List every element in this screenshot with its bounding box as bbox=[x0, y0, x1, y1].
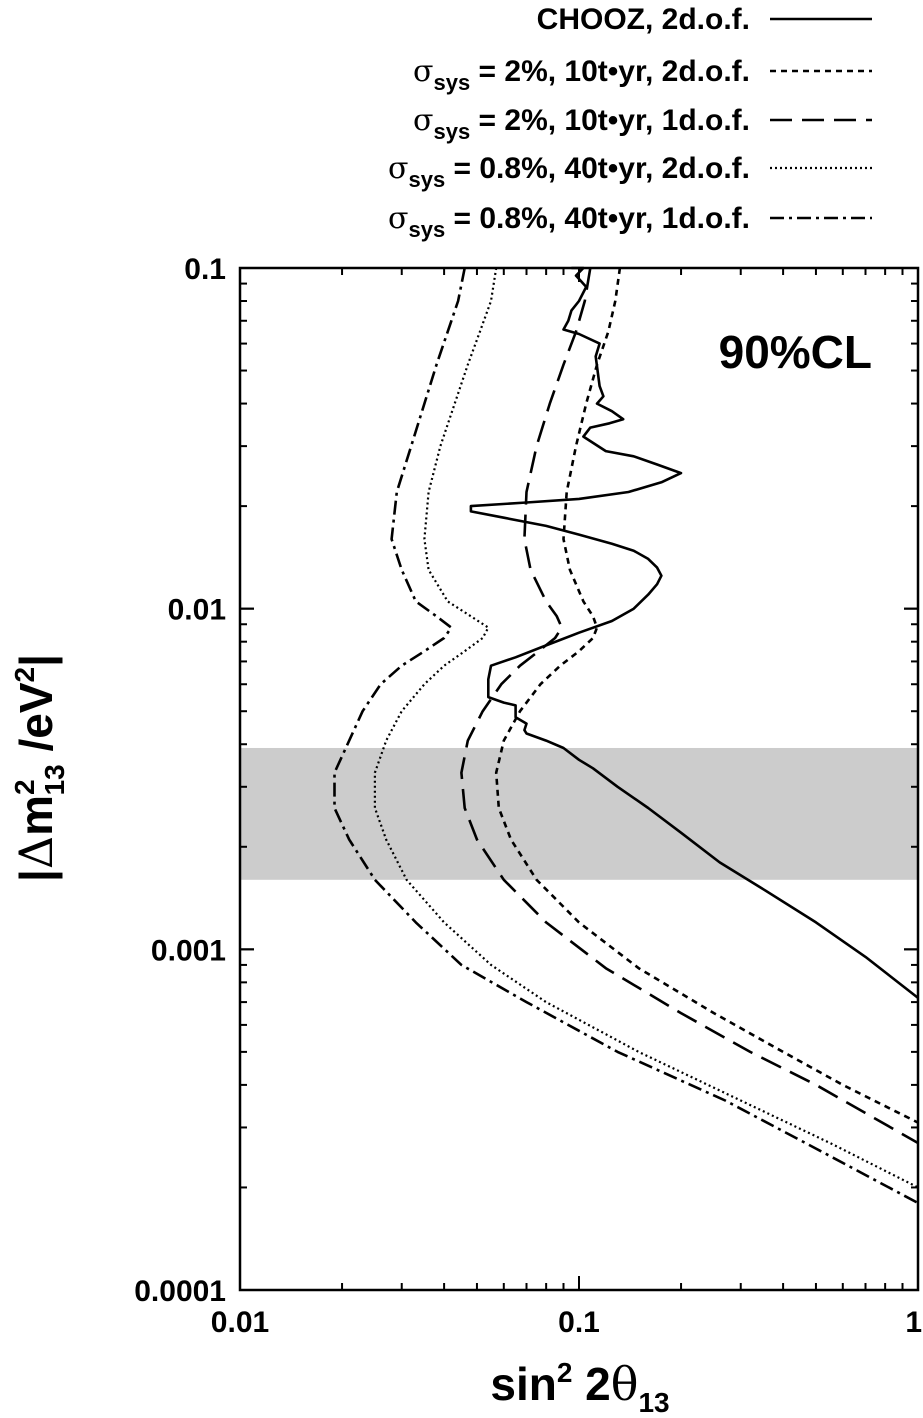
legend-label-5: σsys = 0.8%, 40t•yr, 1d.o.f. bbox=[388, 201, 750, 242]
x-tick-label: 0.1 bbox=[558, 1306, 600, 1339]
legend-label-4: σsys = 0.8%, 40t•yr, 2d.o.f. bbox=[388, 151, 750, 192]
y-axis-label: |Δm213 /eV2| bbox=[9, 654, 70, 882]
legend-label-2: σsys = 2%, 10t•yr, 2d.o.f. bbox=[413, 54, 750, 95]
legend: CHOOZ, 2d.o.f. σsys = 2%, 10t•yr, 2d.o.f.… bbox=[388, 3, 872, 242]
legend-label-1: CHOOZ, 2d.o.f. bbox=[537, 3, 750, 36]
y-tick-label: 0.0001 bbox=[134, 1275, 226, 1308]
annotation-90cl: 90%CL bbox=[719, 326, 872, 378]
x-tick-label: 1 bbox=[905, 1306, 922, 1339]
y-tick-label: 0.1 bbox=[184, 253, 226, 286]
series-line-5 bbox=[333, 267, 919, 1205]
y-tick-label: 0.001 bbox=[151, 934, 226, 967]
x-tick-label: 0.01 bbox=[211, 1306, 269, 1339]
x-axis-label: sin2 2θ13 bbox=[490, 1357, 669, 1418]
series-line-1 bbox=[469, 266, 919, 999]
y-tick-label: 0.01 bbox=[168, 594, 226, 627]
series-line-4 bbox=[373, 267, 919, 1189]
series-line-2 bbox=[494, 267, 919, 1124]
series-line-3 bbox=[460, 267, 919, 1145]
legend-label-3: σsys = 2%, 10t•yr, 1d.o.f. bbox=[413, 103, 750, 144]
shaded-band bbox=[240, 747, 918, 880]
